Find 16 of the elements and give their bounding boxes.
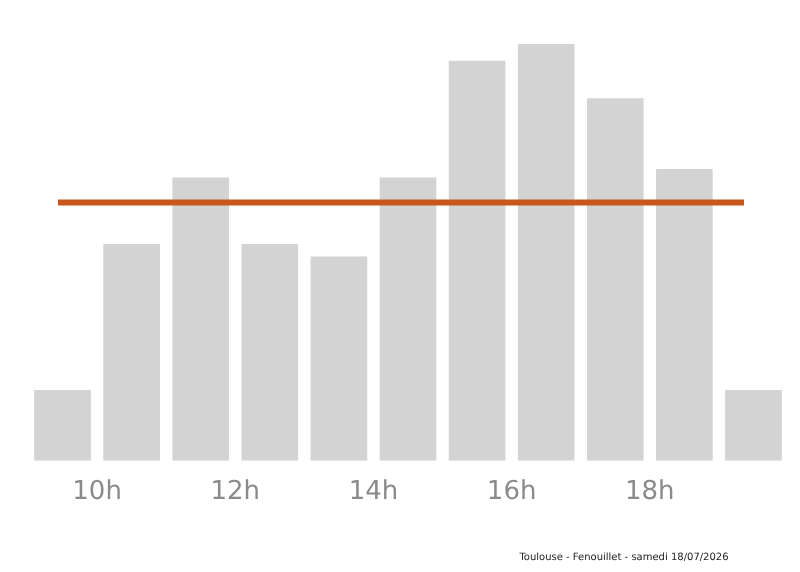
- bar: [103, 244, 160, 461]
- bar: [586, 98, 644, 461]
- x-tick-label: 12h: [210, 477, 261, 508]
- bar: [448, 60, 506, 461]
- bar: [172, 177, 230, 461]
- x-tick-label: 10h: [72, 477, 122, 508]
- bar: [725, 389, 782, 461]
- bar: [379, 177, 437, 461]
- bar: [34, 389, 91, 461]
- x-tick-label: 16h: [486, 477, 537, 508]
- x-tick-label: 14h: [348, 477, 399, 508]
- bar: [310, 256, 368, 461]
- bar: [517, 44, 575, 461]
- bar: [241, 244, 299, 461]
- x-tick-label: 18h: [625, 477, 675, 508]
- bar: [656, 169, 713, 461]
